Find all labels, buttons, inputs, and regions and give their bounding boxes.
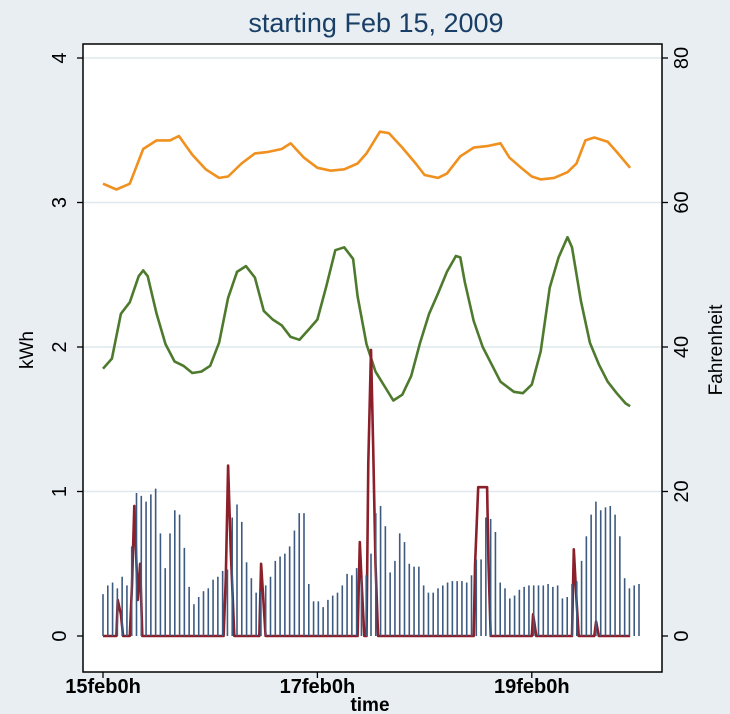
y-tick-label-right: 80: [671, 47, 693, 69]
series-layer: [102, 130, 640, 638]
x-tick-label: 17feb0h: [280, 676, 356, 698]
y-tick-label-left: 1: [49, 486, 71, 497]
y-tick-label-left: 0: [49, 630, 71, 641]
x-tick-label: 15feb0h: [65, 676, 141, 698]
chart-title: starting Feb 15, 2009: [248, 8, 503, 38]
series-line: [102, 130, 632, 191]
y-axis-title-right: Fahrenheit: [706, 304, 727, 396]
x-tick-label: 19feb0h: [494, 676, 570, 698]
gridlines: [84, 57, 661, 493]
y-tick-label-right: 20: [671, 480, 693, 502]
y-tick-label-right: 0: [671, 630, 693, 641]
series-line: [102, 235, 631, 408]
y-axis-title-left: kWh: [17, 331, 38, 369]
y-tick-label-left: 2: [49, 341, 71, 352]
y-tick-label-left: 4: [49, 52, 71, 63]
y-tick-label-right: 60: [671, 191, 693, 213]
y-tick-label-right: 40: [671, 336, 693, 358]
x-axis-title: time: [350, 695, 389, 714]
y-tick-label-left: 3: [49, 197, 71, 208]
